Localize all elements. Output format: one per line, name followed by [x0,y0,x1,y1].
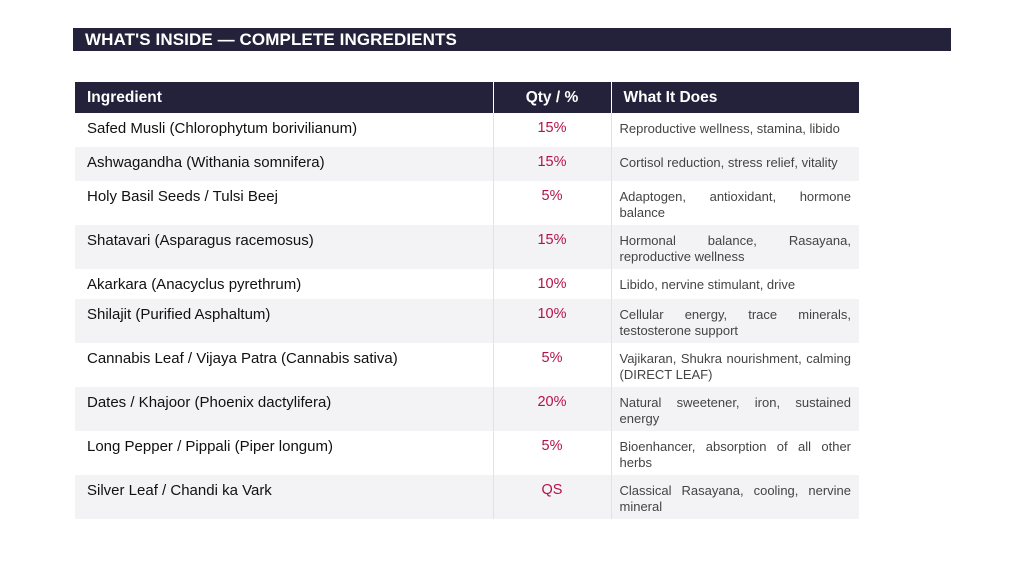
ingredient-cell: Shatavari (Asparagus racemosus) [75,225,493,269]
ingredient-cell: Ashwagandha (Withania somnifera) [75,147,493,181]
table-row: Holy Basil Seeds / Tulsi Beej 5% Adaptog… [75,181,859,225]
qty-cell: 5% [492,431,611,475]
ingredient-cell: Silver Leaf / Chandi ka Vark [75,475,493,519]
table-row: Cannabis Leaf / Vijaya Patra (Cannabis s… [75,343,859,387]
what-it-does-cell: Cortisol reduction, stress relief, vital… [610,147,859,181]
qty-cell: 10% [492,299,611,343]
qty-cell: 10% [492,269,611,299]
ingredient-cell: Long Pepper / Pippali (Piper longum) [75,431,493,475]
what-it-does-cell: Bioenhancer, absorption of all other her… [610,431,859,475]
table-row: Akarkara (Anacyclus pyrethrum) 10% Libid… [75,269,859,299]
what-it-does-cell: Hormonal balance, Rasayana, reproductive… [610,225,859,269]
what-it-does-cell: Adaptogen, antioxidant, hormone balance [610,181,859,225]
table-row: Shilajit (Purified Asphaltum) 10% Cellul… [75,299,859,343]
ingredient-cell: Cannabis Leaf / Vijaya Patra (Cannabis s… [75,343,493,387]
what-it-does-cell: Classical Rasayana, cooling, nervine min… [610,475,859,519]
what-it-does-cell: Natural sweetener, iron, sustained energ… [610,387,859,431]
qty-cell: QS [492,475,611,519]
table-row: Long Pepper / Pippali (Piper longum) 5% … [75,431,859,475]
section-title: WHAT'S INSIDE — COMPLETE INGREDIENTS [85,30,457,49]
table-row: Silver Leaf / Chandi ka Vark QS Classica… [75,475,859,519]
ingredient-cell: Safed Musli (Chlorophytum borivilianum) [75,113,493,147]
what-it-does-cell: Libido, nervine stimulant, drive [610,269,859,299]
ingredient-cell: Holy Basil Seeds / Tulsi Beej [75,181,493,225]
table-row: Safed Musli (Chlorophytum borivilianum) … [75,113,859,147]
table-row: Shatavari (Asparagus racemosus) 15% Horm… [75,225,859,269]
section-title-banner: WHAT'S INSIDE — COMPLETE INGREDIENTS [73,28,951,51]
column-header-what-it-does: What It Does [610,82,859,113]
table-row: Ashwagandha (Withania somnifera) 15% Cor… [75,147,859,181]
table-row: Dates / Khajoor (Phoenix dactylifera) 20… [75,387,859,431]
what-it-does-cell: Vajikaran, Shukra nourishment, calming (… [610,343,859,387]
ingredient-cell: Dates / Khajoor (Phoenix dactylifera) [75,387,493,431]
what-it-does-cell: Reproductive wellness, stamina, libido [610,113,859,147]
qty-cell: 15% [492,225,611,269]
column-header-qty: Qty / % [492,82,611,113]
what-it-does-cell: Cellular energy, trace minerals, testost… [610,299,859,343]
ingredients-table: Ingredient Qty / % What It Does Safed Mu… [75,82,859,519]
column-header-ingredient: Ingredient [75,82,493,113]
ingredient-cell: Shilajit (Purified Asphaltum) [75,299,493,343]
ingredient-cell: Akarkara (Anacyclus pyrethrum) [75,269,493,299]
qty-cell: 20% [492,387,611,431]
qty-cell: 5% [492,181,611,225]
qty-cell: 15% [492,113,611,147]
qty-cell: 15% [492,147,611,181]
qty-cell: 5% [492,343,611,387]
table-header-row: Ingredient Qty / % What It Does [75,82,859,113]
